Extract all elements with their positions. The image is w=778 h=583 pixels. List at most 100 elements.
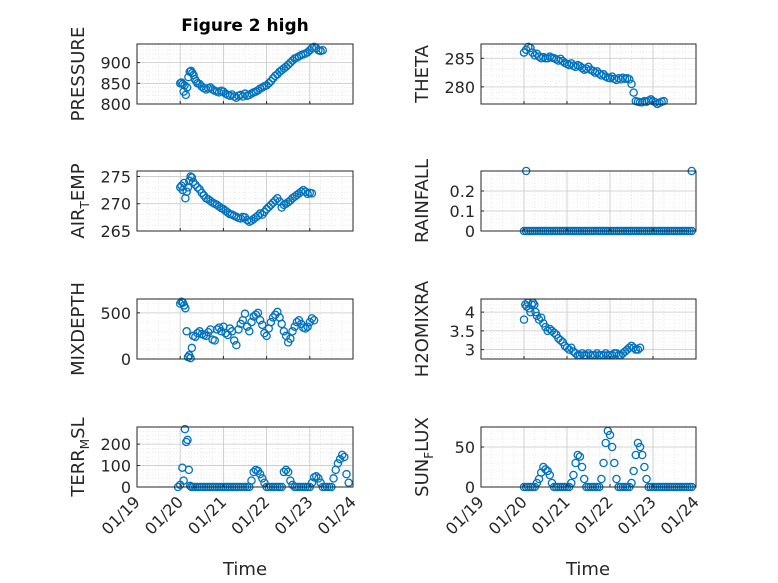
data-point [562,343,572,352]
axes-box [136,43,354,105]
y-tick-label: 0.2 [450,182,475,201]
x-tick-label: 01/19 [442,492,488,538]
data-point [187,343,197,353]
data-point [258,474,267,483]
data-point [577,349,587,358]
data-point [303,322,312,331]
data-point [288,327,297,336]
data-point [279,467,289,477]
data-point [605,430,615,440]
data-point [635,343,645,352]
y-axis-label: THETA [412,44,433,104]
data-point [186,66,196,76]
y-tick-label: 3 [465,341,475,360]
data-point [599,458,608,468]
data-point [206,196,215,206]
axes-box [136,298,354,360]
x-axis-label-right: Time [565,559,610,580]
data-point [342,469,351,479]
y-tick-label: 200 [100,435,131,454]
data-point [573,450,583,460]
data-point [344,478,353,487]
data-point [255,315,265,325]
data-point [531,307,540,317]
data-point [253,86,263,95]
data-point [549,328,559,337]
data-point [270,196,280,205]
data-point [337,450,347,460]
data-point [629,466,638,476]
data-point [288,56,297,65]
x-tick-label: 01/22 [227,492,273,538]
x-tick-label: 01/19 [98,492,144,538]
x-tick-label: 01/20 [485,492,531,538]
y-axis-label: SUNFLUX [412,417,436,497]
data-point [181,303,190,313]
data-point [329,474,338,483]
data-point [214,202,224,211]
data-point [612,349,621,358]
data-point [251,310,261,319]
y-tick-label: 270 [100,195,131,214]
data-point [253,308,263,318]
y-tick-label: 0 [121,478,131,497]
data-point [629,343,638,352]
data-point [206,325,215,334]
data-point [541,465,550,474]
data-point [283,467,293,477]
x-tick-label: 01/23 [271,492,317,538]
data-point [229,336,239,345]
data-point [612,474,621,484]
y-tick-label: 280 [444,78,475,97]
data-point [635,442,645,452]
data-point [264,79,274,88]
data-point [633,438,643,448]
y-axis-label: AIRTEMP [68,163,92,238]
data-point [247,317,256,327]
y-tick-label: 500 [100,304,131,323]
data-point [564,345,574,354]
y-axis-label: TERRMSL [68,417,92,497]
data-point [281,465,291,475]
data-point [625,75,634,84]
axes-box [480,43,697,105]
data-point [292,317,302,327]
x-tick-label: 01/22 [571,492,617,538]
data-point [527,300,536,309]
subplot-theta: 280 285 THETA [412,42,697,109]
data-point [556,335,565,345]
data-point [627,79,636,89]
y-tick-label: 50 [455,438,475,457]
data-point [262,204,271,214]
data-point [577,462,587,472]
data-point [519,315,529,324]
data-point [307,189,317,198]
data-point [186,353,195,363]
y-tick-label: 4 [465,303,475,322]
y-tick-label: 265 [100,222,131,241]
data-point [314,474,323,483]
y-axis-label: MIXDEPTH [68,282,89,376]
data-point [286,334,295,343]
data-point [629,88,638,97]
axes-box [136,426,354,488]
data-point [253,211,263,220]
data-point [309,315,319,325]
y-tick-label: 3.5 [450,322,475,341]
data-point [279,327,289,336]
data-point [180,424,190,434]
data-point [607,442,617,452]
data-point [650,98,660,107]
data-point [242,322,252,331]
data-point [316,478,325,487]
data-point [182,327,191,336]
x-tick-label: 01/20 [141,492,187,538]
data-point [180,81,189,90]
data-point [187,173,197,182]
data-point [210,336,220,345]
data-point [642,474,651,484]
